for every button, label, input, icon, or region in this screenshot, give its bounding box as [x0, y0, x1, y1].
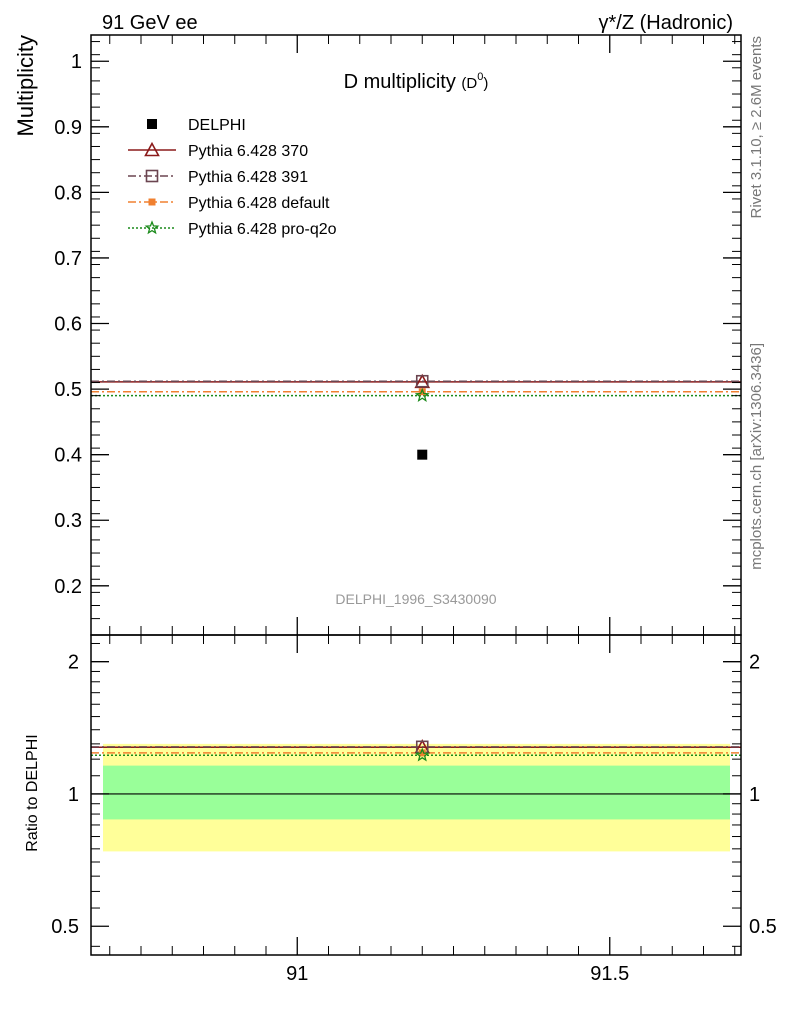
main-ytick-label: 0.5: [54, 379, 82, 401]
ratio-ylabel: Ratio to DELPHI: [24, 734, 41, 851]
ratio-ytick-label-left: 0.5: [51, 916, 79, 938]
legend-label-4: Pythia 6.428 pro-q2o: [188, 221, 337, 238]
ratio-ytick-label-right: 1: [749, 784, 760, 806]
main-series-point-1: [415, 374, 429, 388]
ratio-xtick-label: 91.5: [590, 963, 629, 985]
main-ytick-label: 0.6: [54, 314, 82, 336]
legend-marker-3: [148, 198, 156, 206]
legend-label-1: Pythia 6.428 370: [188, 143, 308, 160]
legend-marker-2: [145, 169, 159, 183]
main-panel: 0.2 0.3 0.4 0.5 0.6 0.7 0.8 0.9 1 Multiplicity D…: [13, 34, 742, 636]
main-ytick-label: 0.4: [54, 445, 82, 467]
ratio-ytick-label-right: 2: [749, 652, 760, 674]
data-point-delphi: [417, 449, 428, 460]
legend-label-3: Pythia 6.428 default: [188, 195, 330, 212]
ratio-ytick-label-left: 1: [68, 784, 79, 806]
header-left: 91 GeV ee: [102, 12, 198, 34]
title-main: D multiplicity: [344, 71, 456, 93]
ratio-series-point-2: [418, 749, 426, 757]
main-ylabel: Multiplicity: [13, 35, 38, 136]
title-sup: 0: [477, 71, 483, 83]
legend: DELPHI Pythia 6.428 370 Pythia 6.428 391 Py…: [128, 117, 337, 238]
main-ytick-label: 0.3: [54, 510, 82, 532]
main-ytick-label: 0.7: [54, 248, 82, 270]
legend-marker-0: [147, 119, 157, 129]
main-series-point-2: [418, 388, 426, 396]
ratio-ytick-label-right: 0.5: [749, 916, 777, 938]
main-series-point-3: [414, 387, 430, 402]
legend-marker-4: [144, 220, 160, 235]
ratio-series-point-3: [414, 747, 430, 762]
ratio-band-inner: [103, 765, 730, 820]
ratio-xtick-label: 91: [286, 963, 308, 985]
ratio-ytick-label-left: 2: [68, 652, 79, 674]
mcplots-label: mcplots.cern.ch [arXiv:1306.3436]: [748, 343, 765, 570]
legend-label-2: Pythia 6.428 391: [188, 169, 308, 186]
header-right: γ*/Z (Hadronic): [599, 12, 733, 34]
main-ytick-label: 1: [71, 51, 82, 73]
main-ytick-label: 0.2: [54, 576, 82, 598]
main-ytick-label: 0.9: [54, 117, 82, 139]
analysis-label: DELPHI_1996_S3430090: [335, 591, 496, 607]
legend-label-0: DELPHI: [188, 117, 246, 134]
rivet-label: Rivet 3.1.10, ≥ 2.6M events: [748, 36, 765, 219]
ratio-panel: 0.5 0.5 1 1 2 2 91 91.5 Ratio to DELPHI: [24, 634, 777, 985]
title-close: ): [483, 75, 488, 92]
main-title: D multiplicity (D0): [344, 71, 489, 93]
title-sub: (D: [461, 75, 477, 92]
legend-marker-1: [144, 141, 160, 157]
ratio-frame: [90, 634, 742, 956]
main-ytick-label: 0.8: [54, 182, 82, 204]
